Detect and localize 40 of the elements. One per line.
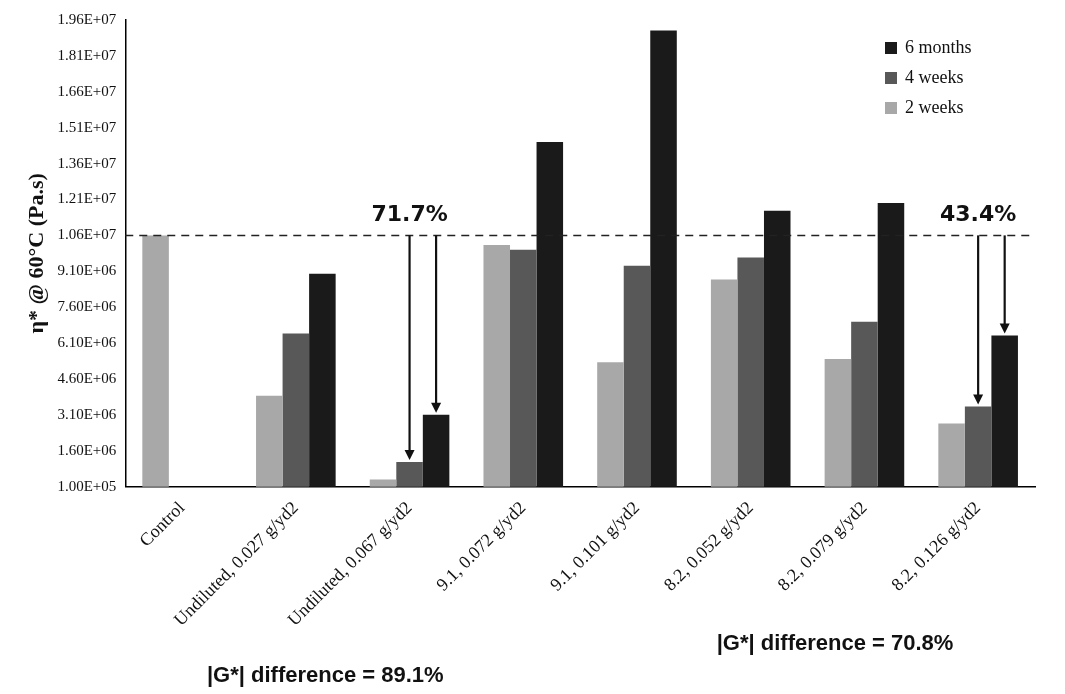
bar [256, 395, 283, 487]
bar [737, 257, 764, 487]
bar [623, 265, 651, 487]
y-axis-title: η* @ 60°C (Pa.s) [22, 173, 48, 334]
annotation: 43.4% [939, 201, 1017, 227]
bar [396, 462, 423, 487]
y-tick-label: 1.81E+07 [57, 46, 117, 63]
y-tick-label: 1.00E+05 [57, 477, 117, 494]
bar [309, 273, 336, 487]
bar [597, 362, 624, 487]
legend-label: 4 weeks [905, 66, 964, 87]
bar [282, 333, 310, 487]
y-tick-label: 1.21E+07 [57, 190, 117, 207]
y-tick-label: 9.10E+06 [57, 262, 117, 279]
legend-label: 2 weeks [905, 96, 964, 117]
bar [991, 335, 1018, 487]
bar [824, 359, 852, 487]
bar [851, 321, 878, 487]
y-tick-label: 3.10E+06 [57, 405, 117, 422]
text: |G*| difference = 89.1% [206, 662, 444, 687]
bar [142, 235, 169, 487]
y-tick-label: 1.66E+07 [57, 82, 117, 99]
y-tick-label: 7.60E+06 [57, 298, 117, 315]
bar [422, 414, 450, 487]
y-tick-label: 1.36E+07 [57, 154, 117, 171]
legend-label: 6 months [905, 36, 972, 57]
text: |G*| difference = 70.8% [716, 630, 954, 655]
y-tick-label: 1.60E+06 [57, 441, 117, 458]
bar [483, 244, 511, 487]
y-tick-label: 6.10E+06 [57, 334, 117, 350]
y-tick-label: 4.60E+06 [57, 369, 117, 386]
annotation: 71.7% [371, 201, 448, 227]
bar [964, 406, 992, 487]
bar [710, 279, 738, 487]
bar [510, 249, 537, 487]
bar [938, 423, 965, 487]
y-tick-label: 1.96E+07 [57, 10, 117, 27]
y-tick-label: 1.06E+07 [57, 226, 117, 243]
bar [369, 479, 397, 487]
y-tick-label: 1.51E+07 [57, 118, 117, 135]
